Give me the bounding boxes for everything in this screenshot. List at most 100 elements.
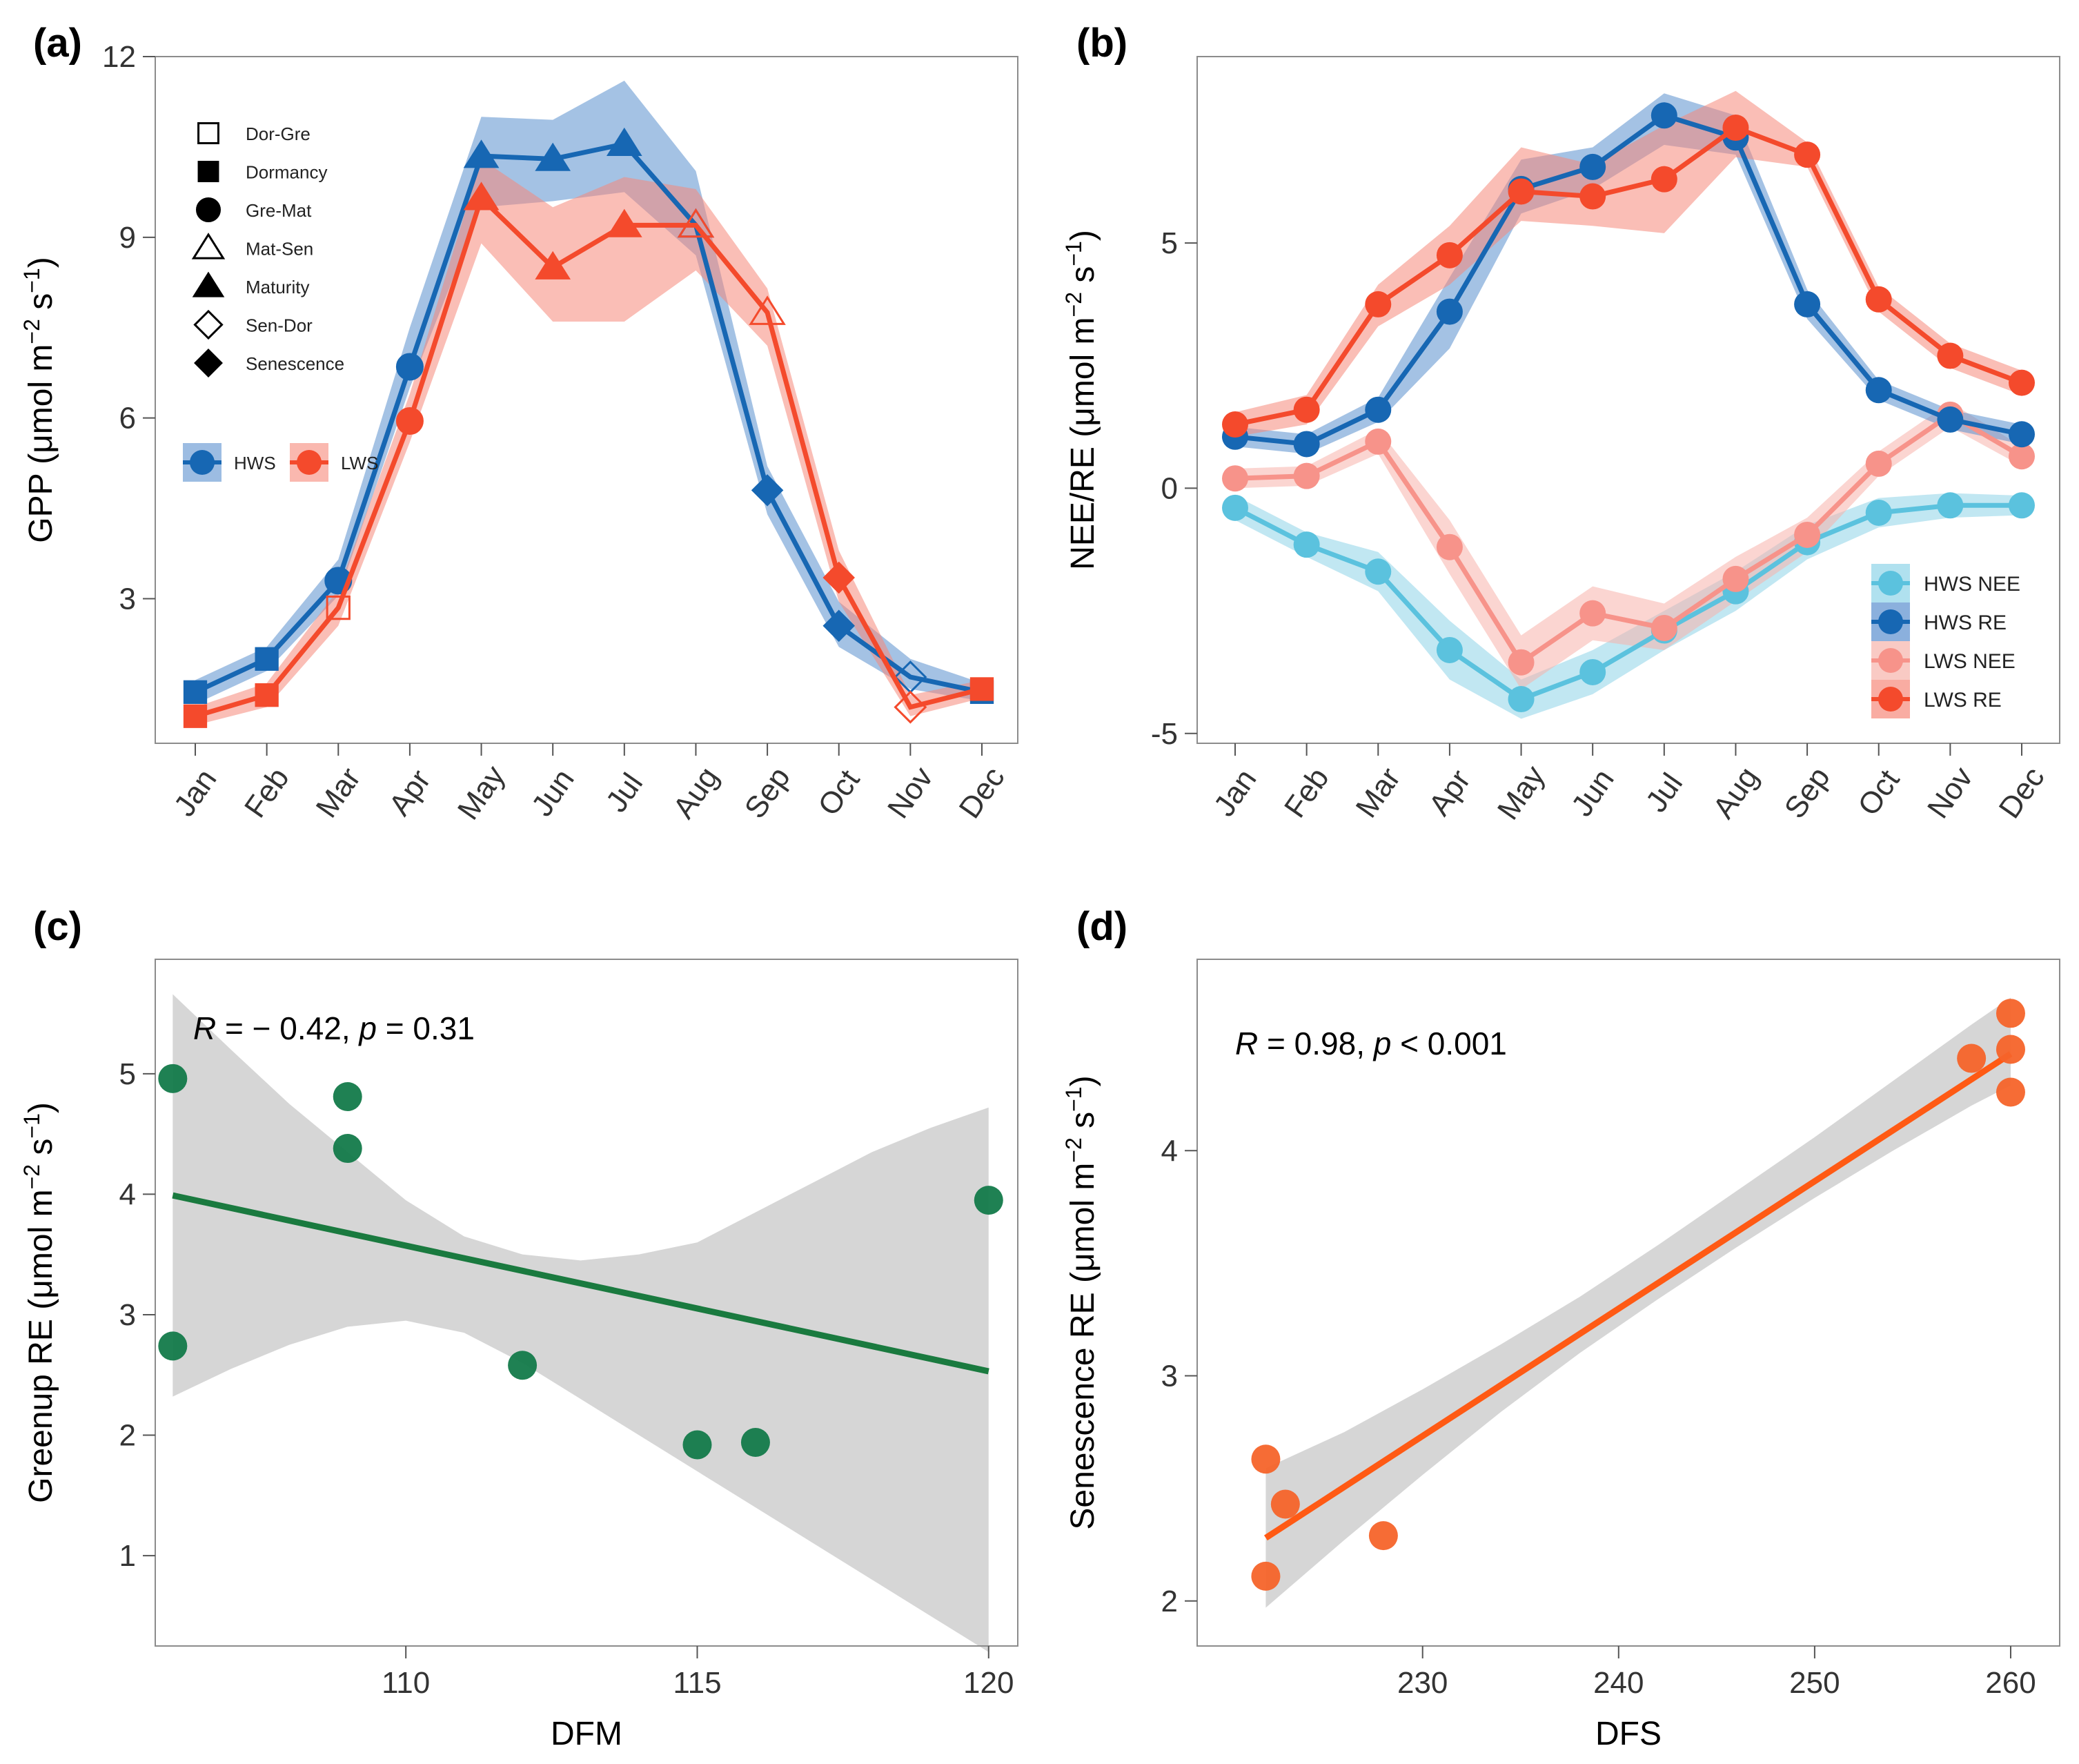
data-point-lws-apr (395, 407, 424, 435)
regression-line (172, 1192, 989, 1375)
data-point-hws-nee-may (1508, 686, 1535, 713)
data-point-hws-nee-mar (1365, 558, 1392, 585)
y-tick-label: -5 (1151, 717, 1178, 751)
data-point-lws-aug (677, 208, 715, 238)
data-point-lws-re-jul (1651, 166, 1677, 193)
x-tick-label-feb: Feb (1278, 762, 1336, 824)
data-point-hws-apr (395, 353, 424, 381)
y-axis-title-part: Senescence RE (μmol m (1065, 1163, 1101, 1530)
y-axis-title-part: s (1065, 266, 1101, 292)
x-tick-label-jul: Jul (600, 767, 649, 819)
data-point (1368, 1521, 1398, 1551)
data-point (1270, 1489, 1300, 1519)
data-point-lws-re-apr (1436, 242, 1463, 268)
series-line-lws-re (1234, 125, 2023, 427)
y-tick-label: 5 (1161, 226, 1178, 260)
correlation-annotation: R = − 0.42, p = 0.31 (193, 1010, 475, 1046)
data-point-hws-nee-oct (1865, 499, 1892, 526)
y-axis-title-part: ) (23, 257, 59, 268)
y-axis-title-part: s (23, 293, 59, 319)
data-point (974, 1186, 1003, 1215)
x-tick-label-feb: Feb (238, 762, 296, 824)
x-tick-label-mar: Mar (310, 762, 368, 824)
y-tick-label: 4 (1161, 1134, 1178, 1168)
data-point-lws-nov (894, 690, 927, 724)
data-point-lws-jan (183, 704, 208, 728)
plot-frame-c (155, 959, 1018, 1647)
x-tick-label-oct: Oct (1851, 764, 1906, 822)
legend-point-lws-re (1878, 687, 1903, 712)
x-tick-label-dec: Dec (1993, 761, 2051, 825)
confidence-band (173, 994, 989, 1652)
data-point-hws-nee-nov (1937, 492, 1964, 519)
legend-marker-mat-sen (191, 233, 226, 259)
legend-marker-sen-dor (193, 309, 224, 340)
x-tick-label-sep: Sep (1778, 761, 1837, 825)
data-point (1996, 1077, 2025, 1107)
x-tick-label: 110 (382, 1666, 430, 1700)
legend-point-lws (297, 450, 322, 475)
x-tick-label-jun: Jun (525, 763, 581, 823)
panel-label-c: (c) (33, 904, 82, 949)
series-line-lws (195, 193, 983, 719)
panel-a-gpp-chart: (a) 3 6 9 12 GPP (μmol m−2 s−1) Jan Feb Mar Apr Ma… (19, 21, 1018, 826)
data-point-lws-nee-sep (1794, 521, 1821, 548)
confidence-band-hws (195, 80, 982, 705)
data-point-hws-re-mar (1365, 396, 1392, 423)
data-point-hws-nee-feb (1293, 531, 1320, 558)
x-tick-label: 120 (963, 1666, 1014, 1700)
x-tick-label: 250 (1789, 1666, 1840, 1700)
y-axis-title-superscript: −2 (1061, 292, 1086, 317)
y-axis-title-part: s (23, 1139, 59, 1164)
data-point-lws-nee-jun (1579, 600, 1606, 627)
x-tick-label-jul: Jul (1639, 767, 1689, 819)
stat-r-symbol: R (193, 1010, 216, 1046)
correlation-annotation: R = 0.98, p < 0.001 (1235, 1026, 1507, 1061)
data-point-hws-re-apr (1436, 298, 1463, 325)
data-point-hws-jul (606, 127, 642, 156)
y-tick-label: 5 (119, 1057, 136, 1091)
data-point (682, 1430, 712, 1460)
data-point (158, 1064, 188, 1093)
y-axis-title-superscript: −2 (1061, 1137, 1086, 1162)
stat-p-symbol: p (1372, 1026, 1392, 1061)
panel-c-greenup-scatter: (c) 1 2 3 4 5 Greenup RE (μmol m−2 s−1) 110 115 1… (19, 904, 1018, 1752)
data-point (1996, 1035, 2025, 1064)
y-tick-label: 2 (1161, 1585, 1178, 1618)
data-point-lws-nee-jul (1651, 614, 1677, 641)
data-point-lws-re-aug (1722, 115, 1749, 141)
series-line-lws-nee (1234, 411, 2023, 666)
legend-label-lws-nee: LWS NEE (1924, 650, 2016, 673)
y-tick-label: 2 (119, 1419, 136, 1453)
data-point-lws-re-dec (2009, 369, 2035, 396)
x-tick-label: 115 (673, 1666, 721, 1700)
data-point (740, 1427, 770, 1457)
data-point-hws-sep (751, 474, 784, 507)
data-point-lws-re-jun (1579, 183, 1606, 210)
data-point-lws-jul (606, 208, 642, 237)
legend-marker-senescence (194, 349, 223, 378)
x-tick-label: 240 (1593, 1666, 1644, 1700)
data-point-lws-re-mar (1365, 291, 1392, 317)
data-point-lws-sep (749, 295, 786, 325)
y-axis-title-part: Greenup RE (μmol m (23, 1189, 59, 1502)
y-axis-title-part: ) (1065, 1075, 1101, 1086)
y-tick-label: 3 (119, 1298, 136, 1332)
data-point-hws-jan (183, 680, 208, 704)
data-point-hws-nee-jun (1579, 658, 1606, 685)
y-axis-title-part: ) (1065, 230, 1101, 241)
legend-label-hws-re: HWS RE (1924, 611, 2007, 634)
stat-r-value: = − 0.42, (216, 1010, 359, 1046)
panel-d-senescence-scatter: (d) 2 3 4 Senescence RE (μmol m−2 s−1) 230 240… (1061, 904, 2060, 1752)
stat-p-value: = 0.31 (377, 1010, 475, 1046)
x-tick-label-nov: Nov (881, 761, 940, 825)
legend-marker-maturity (192, 271, 225, 297)
panel-label-d: (d) (1076, 904, 1127, 949)
y-axis-title-superscript: −1 (1061, 241, 1086, 266)
data-point (1957, 1043, 1987, 1073)
data-point-lws-feb (255, 683, 279, 707)
legend-label-maturity: Maturity (246, 277, 309, 297)
y-axis-title-part: NEE/RE (μmol m (1065, 317, 1101, 569)
data-point-lws-dec (969, 677, 994, 701)
legend-point-lws-nee (1878, 648, 1903, 673)
